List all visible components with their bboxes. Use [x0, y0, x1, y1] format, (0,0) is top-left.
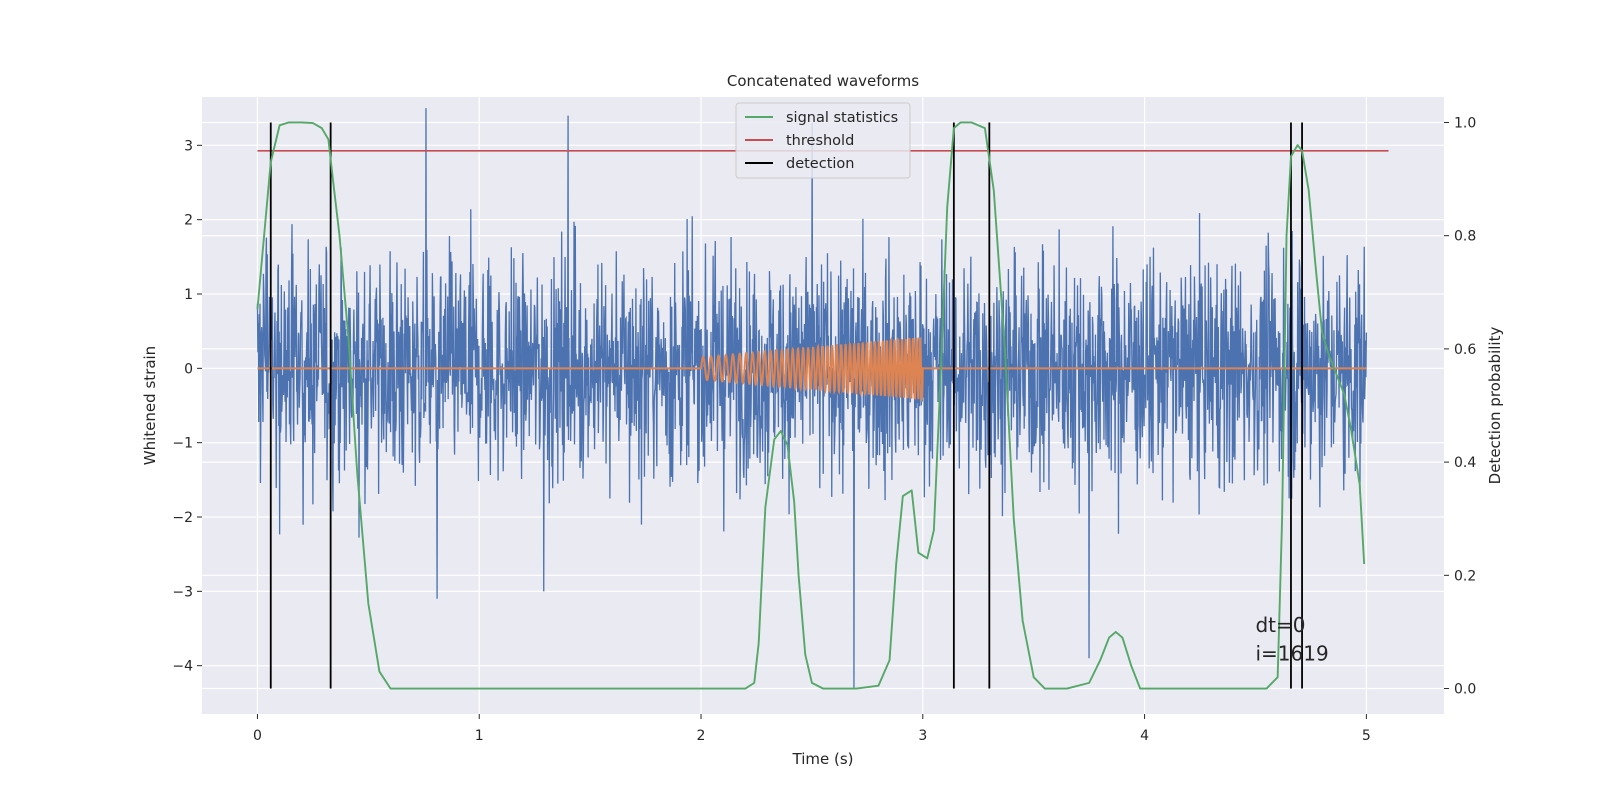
y2-tick-label: 0.4 [1454, 455, 1476, 471]
y-tick-label: −3 [172, 584, 193, 600]
legend-box [735, 102, 911, 179]
legend-label: detection [786, 156, 854, 172]
y2-axis-label: Detection probability [1486, 327, 1504, 485]
series-injection [257, 336, 1367, 403]
x-tick-label: 3 [918, 728, 927, 744]
y2-tick-label: 0.8 [1454, 229, 1476, 245]
data-layer [256, 108, 1389, 690]
y2-tick-label: 0.0 [1454, 682, 1476, 698]
y2-tick-label: 0.2 [1454, 568, 1476, 584]
y-tick-label: 2 [184, 213, 193, 229]
x-tick-label: 1 [475, 728, 484, 744]
legend: signal statistics threshold detection [735, 102, 911, 179]
x-tick-label: 4 [1140, 728, 1149, 744]
y-tick-label: 3 [184, 138, 193, 154]
y-tick-label: −1 [172, 436, 193, 452]
legend-label: signal statistics [786, 110, 898, 126]
y-tick-label: −4 [172, 659, 193, 675]
legend-label: threshold [786, 133, 854, 149]
annotation-index: i=1619 [1255, 641, 1328, 665]
x-tick-label: 2 [697, 728, 706, 744]
y-tick-label: 0 [184, 361, 193, 377]
y-tick-label: 1 [184, 287, 193, 303]
x-tick-label: 0 [253, 728, 262, 744]
chart-title: Concatenated waveforms [727, 72, 919, 90]
y-tick-label: −2 [172, 510, 193, 526]
x-tick-label: 5 [1362, 728, 1371, 744]
y-axis-label: Whitened strain [141, 346, 159, 465]
series-signal-statistics [256, 121, 1366, 690]
y2-tick-label: 0.6 [1454, 342, 1476, 358]
axes: 0 1 2 3 4 5 −4 −3 −2 −1 0 1 2 3 0.0 0.2 0.4 0.6 0.8 1.0 [172, 115, 1476, 744]
series-whitened-strain [256, 108, 1368, 688]
x-axis-label: Time (s) [792, 750, 854, 768]
y2-tick-label: 1.0 [1454, 115, 1476, 131]
annotation-dt: dt=0 [1255, 613, 1305, 637]
